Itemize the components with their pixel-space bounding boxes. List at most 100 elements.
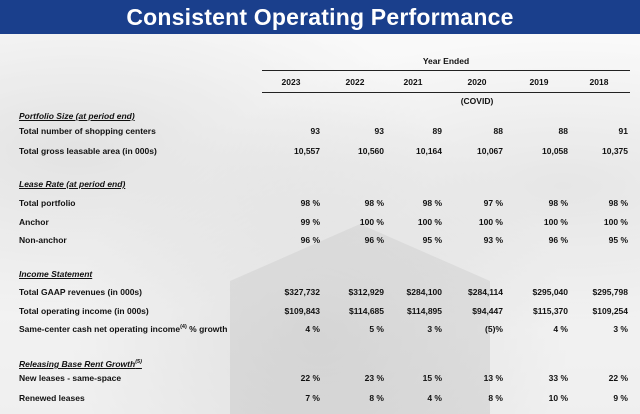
footnote-marker: (4) bbox=[180, 324, 187, 331]
year-header-4: 2019 bbox=[529, 77, 549, 87]
cell-2018: 91 bbox=[618, 126, 628, 136]
cell-2022: 100 % bbox=[359, 217, 384, 227]
row-label: Non-anchor bbox=[19, 235, 67, 245]
cell-2020: 88 bbox=[493, 126, 503, 136]
table-row: Total portfolio 98 % 98 % 98 % 97 % 98 % 98 % bbox=[0, 195, 640, 211]
cell-2023: 4 % bbox=[305, 324, 320, 334]
cell-2018: 95 % bbox=[608, 235, 628, 245]
cell-2023: 98 % bbox=[300, 198, 320, 208]
cell-2019: 98 % bbox=[548, 198, 568, 208]
row-label: Anchor bbox=[19, 217, 49, 227]
cell-2019: 88 bbox=[558, 126, 568, 136]
cell-2020: $94,447 bbox=[472, 306, 503, 316]
page-title: Consistent Operating Performance bbox=[126, 3, 514, 30]
cell-2018: $109,254 bbox=[592, 306, 628, 316]
cell-2018: 22 % bbox=[608, 373, 628, 383]
table-row: Total gross leasable area (in 000s) 10,55… bbox=[0, 143, 640, 159]
table-row: Same-center cash net operating income(4)… bbox=[0, 321, 640, 337]
cell-2018: $295,798 bbox=[592, 287, 628, 297]
table-row: Total GAAP revenues (in 000s) $327,732 $31… bbox=[0, 284, 640, 300]
cell-2020: 100 % bbox=[478, 217, 503, 227]
cell-2022: $114,685 bbox=[349, 306, 384, 316]
cell-2020: 97 % bbox=[483, 198, 503, 208]
section-heading-label: Income Statement bbox=[19, 269, 93, 279]
cell-2020: 8 % bbox=[488, 393, 503, 403]
footnote-marker: (5) bbox=[135, 359, 142, 366]
cell-2019: 10,058 bbox=[542, 146, 568, 156]
table-row: Renewed leases 7 % 8 % 4 % 8 % 10 % 9 % bbox=[0, 390, 640, 406]
cell-2021: 4 % bbox=[427, 393, 442, 403]
cell-2021: 3 % bbox=[427, 324, 442, 334]
cell-2019: 100 % bbox=[543, 217, 568, 227]
row-label: Same-center cash net operating income(4)… bbox=[19, 324, 228, 334]
cell-2023: 22 % bbox=[300, 373, 320, 383]
section-heading-0: Portfolio Size (at period end) bbox=[0, 108, 640, 124]
background-overlay bbox=[0, 34, 640, 414]
cell-2018: 9 % bbox=[613, 393, 628, 403]
cell-2021: $284,100 bbox=[406, 287, 442, 297]
cell-2018: 98 % bbox=[608, 198, 628, 208]
cell-2022: 23 % bbox=[364, 373, 384, 383]
row-label: New leases - same-space bbox=[19, 373, 122, 383]
cell-2020: (5)% bbox=[485, 324, 503, 334]
cell-2019: $295,040 bbox=[532, 287, 568, 297]
cell-2020: 13 % bbox=[483, 373, 503, 383]
year-ended-rule bbox=[262, 70, 630, 71]
cell-2020: 93 % bbox=[483, 235, 503, 245]
row-label: Total gross leasable area (in 000s) bbox=[19, 146, 157, 156]
table-row: New leases - same-space 22 % 23 % 15 % 13 % 3… bbox=[0, 370, 640, 386]
section-heading-label: Portfolio Size (at period end) bbox=[19, 111, 135, 121]
table-row: Anchor 99 % 100 % 100 % 100 % 100 % 100 % bbox=[0, 214, 640, 230]
cell-2022: 98 % bbox=[364, 198, 384, 208]
cell-2021: 15 % bbox=[422, 373, 442, 383]
cell-2019: 96 % bbox=[548, 235, 568, 245]
covid-note: (COVID) bbox=[460, 96, 494, 106]
cell-2019: 33 % bbox=[548, 373, 568, 383]
cell-2023: $109,843 bbox=[284, 306, 320, 316]
cell-2021: $114,895 bbox=[407, 306, 442, 316]
row-label: Renewed leases bbox=[19, 393, 85, 403]
table-row: Total number of shopping centers 93 93 89 88… bbox=[0, 123, 640, 139]
cell-2022: 93 bbox=[374, 126, 384, 136]
cell-2021: 89 bbox=[432, 126, 442, 136]
cell-2021: 10,164 bbox=[416, 146, 442, 156]
title-bar: Consistent Operating Performance bbox=[0, 0, 640, 34]
row-label: Total portfolio bbox=[19, 198, 76, 208]
year-header-1: 2022 bbox=[345, 77, 365, 87]
cell-2023: 7 % bbox=[305, 393, 320, 403]
cell-2021: 98 % bbox=[422, 198, 442, 208]
year-header-2: 2021 bbox=[403, 77, 423, 87]
cell-2018: 3 % bbox=[613, 324, 628, 334]
cell-2020: $284,114 bbox=[468, 287, 503, 297]
section-heading-2: Income Statement bbox=[0, 266, 640, 282]
cell-2022: 96 % bbox=[364, 235, 384, 245]
cell-2020: 10,067 bbox=[477, 146, 503, 156]
section-heading-1: Lease Rate (at period end) bbox=[0, 176, 640, 192]
cell-2023: 93 bbox=[310, 126, 320, 136]
cell-2021: 95 % bbox=[422, 235, 442, 245]
table-row: Total operating income (in 000s) $109,843… bbox=[0, 303, 640, 319]
cell-2019: 10 % bbox=[548, 393, 568, 403]
row-label: Total operating income (in 000s) bbox=[19, 306, 149, 316]
cell-2023: 10,557 bbox=[294, 146, 320, 156]
cell-2018: 10,375 bbox=[602, 146, 628, 156]
section-heading-label: Lease Rate (at period end) bbox=[19, 179, 126, 189]
section-heading-3: Releasing Base Rent Growth(5) bbox=[0, 356, 640, 372]
cell-2022: 8 % bbox=[369, 393, 384, 403]
year-header-0: 2023 bbox=[281, 77, 301, 87]
year-header-5: 2018 bbox=[589, 77, 609, 87]
cell-2023: 96 % bbox=[300, 235, 320, 245]
cell-2021: 100 % bbox=[417, 217, 442, 227]
cell-2023: $327,732 bbox=[284, 287, 320, 297]
cell-2019: $115,370 bbox=[533, 306, 568, 316]
background-photo bbox=[0, 34, 640, 414]
cell-2023: 99 % bbox=[300, 217, 320, 227]
years-rule bbox=[262, 92, 630, 93]
row-label: Total GAAP revenues (in 000s) bbox=[19, 287, 142, 297]
cell-2022: $312,929 bbox=[348, 287, 384, 297]
section-heading-label: Releasing Base Rent Growth(5) bbox=[19, 359, 142, 369]
cell-2022: 5 % bbox=[369, 324, 384, 334]
cell-2019: 4 % bbox=[553, 324, 568, 334]
row-label: Total number of shopping centers bbox=[19, 126, 156, 136]
year-ended-header: Year Ended bbox=[422, 56, 470, 66]
